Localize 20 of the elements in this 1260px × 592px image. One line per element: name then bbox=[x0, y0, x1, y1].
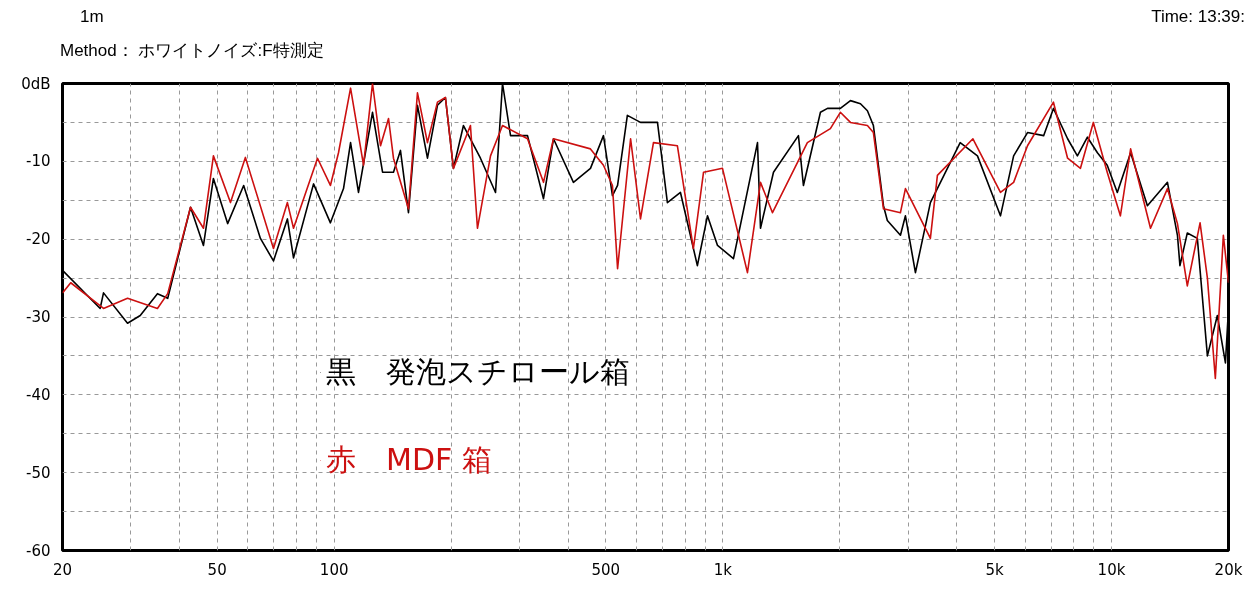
x-tick-label: 500 bbox=[591, 560, 621, 579]
text: Time: 13:39: bbox=[1151, 6, 1245, 28]
y-tick-label: 0dB bbox=[21, 74, 51, 93]
x-tick-label: 10k bbox=[1097, 560, 1126, 579]
x-tick-label: 100 bbox=[319, 560, 349, 579]
x-tick-label: 50 bbox=[207, 560, 227, 579]
text: 1m bbox=[80, 6, 104, 28]
y-tick-label: -40 bbox=[26, 385, 51, 404]
text: Method： ホワイトノイズ:F特測定 bbox=[60, 40, 324, 62]
x-tick-label: 1k bbox=[713, 560, 733, 579]
x-tick-label: 20k bbox=[1214, 560, 1243, 579]
x-tick-label: 5k bbox=[985, 560, 1004, 579]
y-tick-label: -60 bbox=[26, 541, 51, 560]
y-tick-label: -20 bbox=[26, 230, 51, 249]
y-tick-label: -50 bbox=[26, 463, 51, 482]
x-tick-label: 20 bbox=[52, 560, 73, 579]
legend-label: 黒 発泡スチロール箱 bbox=[326, 352, 631, 391]
y-tick-label: -10 bbox=[26, 152, 51, 171]
y-tick-label: -30 bbox=[26, 308, 51, 326]
legend-label: 赤 MDF 箱 bbox=[326, 440, 493, 479]
